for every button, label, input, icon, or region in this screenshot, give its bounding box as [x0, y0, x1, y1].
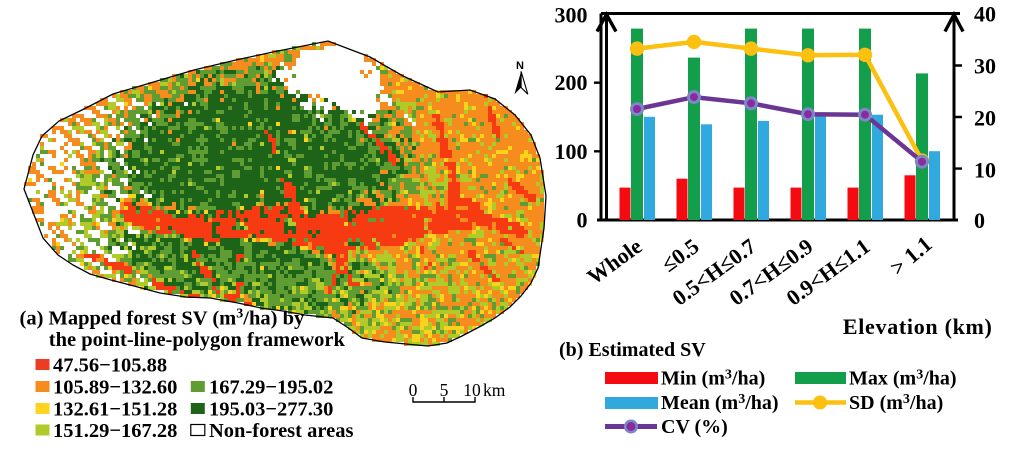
svg-text:Non-forest areas: Non-forest areas — [209, 420, 353, 442]
svg-text:30: 30 — [974, 54, 996, 79]
svg-text:CV (%): CV (%) — [661, 416, 728, 438]
svg-text:Elevation (km): Elevation (km) — [843, 314, 993, 339]
svg-text:105.89−132.60: 105.89−132.60 — [53, 377, 177, 399]
svg-text:40: 40 — [974, 2, 996, 27]
svg-text:47.56−105.88: 47.56−105.88 — [53, 355, 167, 377]
svg-text:0: 0 — [577, 208, 588, 233]
svg-text:SD (m3/ha): SD (m3/ha) — [849, 392, 943, 414]
svg-text:100: 100 — [555, 139, 588, 164]
svg-text:132.61−151.28: 132.61−151.28 — [53, 399, 177, 421]
svg-text:151.29−167.28: 151.29−167.28 — [53, 420, 177, 442]
svg-text:0: 0 — [974, 208, 985, 233]
svg-text:Mean (m3/ha): Mean (m3/ha) — [661, 392, 779, 414]
svg-text:km: km — [483, 380, 506, 400]
svg-text:200: 200 — [555, 70, 588, 95]
svg-text:300: 300 — [555, 3, 588, 28]
svg-text:10: 10 — [974, 158, 996, 183]
svg-text:5: 5 — [440, 380, 449, 400]
svg-text:(b) Estimated SV: (b) Estimated SV — [559, 339, 706, 361]
svg-text:167.29−195.02: 167.29−195.02 — [209, 377, 333, 399]
svg-text:(a) Mapped forest SV (m3/ha) b: (a) Mapped forest SV (m3/ha) by — [20, 307, 305, 330]
svg-text:Max (m3/ha): Max (m3/ha) — [849, 368, 957, 390]
svg-text:20: 20 — [974, 106, 996, 131]
svg-text:10: 10 — [463, 380, 481, 400]
svg-text:0: 0 — [409, 380, 418, 400]
svg-text:N: N — [516, 60, 524, 72]
svg-text:195.03−277.30: 195.03−277.30 — [209, 399, 333, 421]
svg-text:Min (m3/ha): Min (m3/ha) — [661, 368, 765, 390]
svg-text:the point-line-polygon framewo: the point-line-polygon framework — [49, 329, 346, 351]
